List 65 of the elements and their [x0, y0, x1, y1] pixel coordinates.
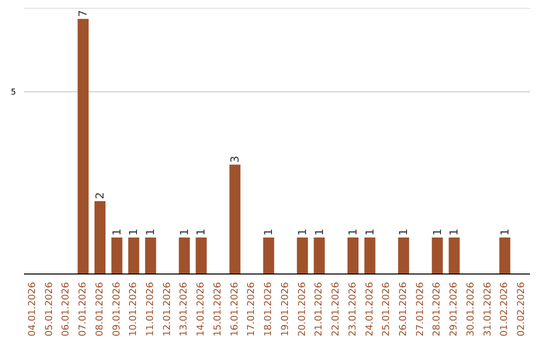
bar	[364, 238, 376, 274]
x-tick-label: 24.01.2026	[364, 282, 376, 336]
data-label: 1	[178, 228, 191, 236]
x-tick-label: 13.01.2026	[178, 282, 190, 336]
data-label: 1	[363, 228, 376, 236]
x-tick-label: 14.01.2026	[196, 282, 207, 336]
data-label: 7	[76, 10, 90, 17]
bar	[196, 238, 207, 274]
bar	[314, 238, 325, 274]
data-label: 1	[430, 228, 444, 236]
bar	[111, 238, 122, 274]
bar	[296, 238, 308, 274]
bar	[178, 238, 190, 274]
x-tick-label: 19.01.2026	[280, 282, 291, 336]
x-tick-label: 21.01.2026	[314, 282, 325, 336]
x-tick-label: 20.01.2026	[296, 282, 308, 336]
bar	[448, 238, 460, 274]
x-tick-label: 25.01.2026	[381, 282, 392, 336]
bar	[229, 164, 240, 274]
bar	[263, 238, 274, 274]
x-tick-label: 10.01.2026	[128, 282, 140, 336]
y-tick-label: 5	[10, 88, 16, 97]
data-label: 3	[228, 156, 242, 163]
x-tick-label: 04.01.2026	[26, 282, 38, 336]
bar	[398, 238, 410, 274]
x-tick-label: 26.01.2026	[398, 282, 409, 336]
x-tick-label: 18.01.2026	[263, 282, 274, 336]
bar	[145, 238, 156, 274]
x-tick-label: 28.01.2026	[432, 282, 443, 336]
bar	[432, 238, 443, 274]
x-tick-label: 31.01.2026	[482, 282, 494, 336]
data-label: 1	[262, 228, 276, 236]
data-label: 1	[110, 228, 124, 236]
x-tick-label: 15.01.2026	[212, 282, 224, 336]
data-label: 1	[144, 228, 158, 236]
x-tick-label: 11.01.2026	[145, 282, 156, 336]
data-label: 1	[498, 228, 512, 236]
x-tick-label: 16.01.2026	[229, 282, 240, 336]
x-tick-label: 09.01.2026	[111, 282, 122, 336]
data-label: 1	[127, 228, 140, 236]
x-tick-label: 06.01.2026	[60, 282, 72, 336]
data-label: 1	[194, 228, 208, 236]
x-tick-label: 30.01.2026	[465, 282, 476, 336]
x-tick-label: 05.01.2026	[44, 282, 55, 336]
x-tick-label: 07.01.2026	[78, 282, 89, 336]
x-tick-label: 22.01.2026	[330, 282, 342, 336]
x-tick-label: 23.01.2026	[347, 282, 358, 336]
data-label: 2	[94, 192, 107, 200]
x-tick-label: 12.01.2026	[162, 282, 173, 336]
x-tick-label: 27.01.2026	[414, 282, 426, 336]
bar	[128, 238, 140, 274]
bar	[94, 201, 106, 274]
x-tick-label: 08.01.2026	[94, 282, 106, 336]
bar	[78, 18, 89, 274]
data-label: 1	[448, 228, 461, 236]
data-label: 1	[346, 228, 360, 236]
data-label: 1	[397, 228, 410, 236]
x-tick-label: 29.01.2026	[448, 282, 460, 336]
data-label: 1	[296, 228, 309, 236]
x-tick-label: 17.01.2026	[246, 282, 258, 336]
bar	[499, 238, 510, 274]
bar	[348, 238, 359, 274]
x-tick-label: 02.02.2026	[516, 282, 528, 336]
data-label: 1	[312, 228, 326, 236]
x-tick-label: 01.02.2026	[499, 282, 510, 336]
